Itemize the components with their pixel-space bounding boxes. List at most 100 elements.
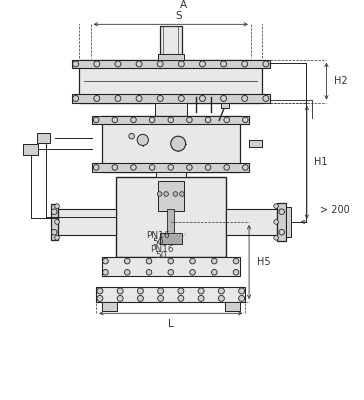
Circle shape (112, 117, 118, 123)
Circle shape (129, 133, 134, 139)
Text: H2: H2 (334, 76, 348, 86)
Circle shape (224, 165, 229, 170)
Circle shape (73, 96, 79, 102)
Circle shape (190, 270, 195, 275)
Circle shape (190, 258, 195, 264)
Circle shape (199, 61, 205, 67)
Circle shape (73, 61, 79, 67)
Bar (51, 204, 58, 240)
Circle shape (178, 96, 184, 102)
Bar (225, 302, 240, 312)
Circle shape (94, 96, 100, 102)
Bar (72, 94, 270, 103)
Circle shape (55, 204, 59, 208)
Circle shape (242, 165, 248, 170)
Circle shape (124, 270, 130, 275)
Text: 50: 50 (152, 238, 163, 247)
Circle shape (149, 117, 155, 123)
Circle shape (112, 165, 118, 170)
Circle shape (211, 270, 217, 275)
Circle shape (224, 117, 229, 123)
Circle shape (115, 96, 121, 102)
Circle shape (263, 96, 269, 102)
Circle shape (103, 258, 108, 264)
Bar (102, 116, 240, 172)
Circle shape (263, 61, 269, 67)
Circle shape (242, 96, 248, 102)
Circle shape (51, 209, 57, 214)
Circle shape (205, 165, 211, 170)
Bar (96, 287, 245, 302)
Circle shape (242, 61, 248, 67)
Circle shape (103, 270, 108, 275)
Circle shape (138, 288, 143, 294)
Circle shape (218, 296, 224, 301)
Text: 50: 50 (156, 251, 167, 260)
Bar (159, 26, 182, 56)
Circle shape (136, 61, 142, 67)
Circle shape (274, 236, 278, 240)
Circle shape (55, 220, 59, 224)
Circle shape (173, 192, 178, 196)
Circle shape (117, 288, 123, 294)
Circle shape (178, 296, 184, 301)
Text: PN16: PN16 (146, 230, 170, 240)
Circle shape (179, 192, 184, 196)
Circle shape (198, 288, 204, 294)
Circle shape (205, 117, 211, 123)
Bar (92, 163, 249, 172)
Text: S: S (175, 10, 182, 20)
Circle shape (233, 270, 239, 275)
Bar (159, 233, 182, 244)
Bar (167, 209, 174, 239)
Circle shape (274, 220, 278, 224)
Circle shape (97, 288, 103, 294)
Bar (277, 203, 286, 241)
Circle shape (218, 288, 224, 294)
Text: A: A (180, 0, 187, 10)
Circle shape (157, 96, 163, 102)
Text: PN16: PN16 (150, 246, 173, 254)
Circle shape (158, 288, 164, 294)
Circle shape (131, 165, 136, 170)
Circle shape (171, 136, 186, 151)
Circle shape (149, 165, 155, 170)
Text: > 200: > 200 (320, 204, 350, 214)
Circle shape (187, 165, 192, 170)
Bar (116, 177, 226, 257)
Circle shape (233, 258, 239, 264)
Circle shape (146, 258, 152, 264)
Bar (221, 103, 229, 108)
Circle shape (168, 270, 174, 275)
Circle shape (94, 165, 99, 170)
Circle shape (157, 61, 163, 67)
Circle shape (164, 192, 169, 196)
Bar (102, 257, 240, 276)
Bar (79, 60, 262, 103)
Circle shape (198, 296, 204, 301)
Circle shape (131, 117, 136, 123)
Text: TAIWO: TAIWO (130, 196, 230, 225)
Circle shape (137, 134, 149, 146)
Circle shape (221, 61, 226, 67)
Bar (158, 181, 184, 211)
Bar (158, 54, 184, 60)
Circle shape (274, 204, 278, 208)
Circle shape (138, 296, 143, 301)
Circle shape (178, 288, 184, 294)
Circle shape (146, 270, 152, 275)
Circle shape (178, 61, 184, 67)
Circle shape (94, 117, 99, 123)
Bar (58, 209, 116, 235)
Circle shape (51, 230, 57, 235)
Circle shape (168, 165, 174, 170)
Circle shape (168, 258, 174, 264)
Circle shape (211, 258, 217, 264)
Text: L: L (168, 319, 174, 329)
Circle shape (279, 230, 285, 235)
Circle shape (97, 296, 103, 301)
Circle shape (115, 61, 121, 67)
Circle shape (157, 192, 162, 196)
Circle shape (221, 96, 226, 102)
Bar (155, 103, 187, 116)
